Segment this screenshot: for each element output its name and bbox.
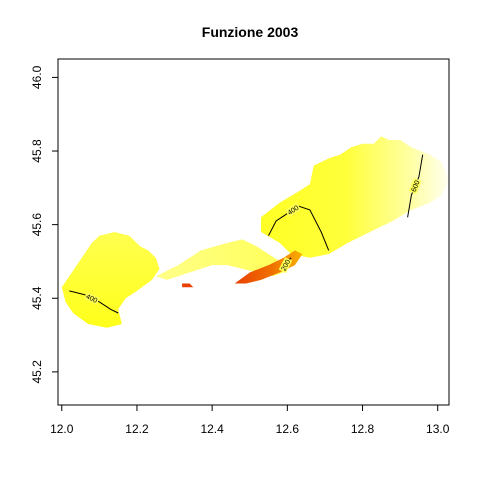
contour-label-bg bbox=[83, 291, 100, 305]
contour-label: 200 bbox=[281, 259, 293, 273]
plot-frame bbox=[57, 58, 450, 406]
y-tick-label: 45.2 bbox=[30, 360, 44, 384]
region-west bbox=[61, 232, 160, 328]
contour-label-bg bbox=[284, 202, 302, 218]
x-tick-label: 12.0 bbox=[50, 422, 74, 436]
region-island bbox=[182, 283, 194, 288]
x-tick-label: 12.2 bbox=[125, 422, 149, 436]
chart-title: Funzione 2003 bbox=[202, 24, 299, 40]
y-tick-label: 45.4 bbox=[30, 286, 44, 310]
contour-label-bg bbox=[278, 257, 293, 274]
y-tick-label: 45.6 bbox=[30, 213, 44, 237]
contour-label-bg bbox=[408, 177, 422, 194]
x-tick-label: 12.6 bbox=[276, 422, 300, 436]
y-axis: 45.2 45.4 45.6 45.8 46.0 bbox=[30, 65, 59, 384]
x-tick-label: 12.8 bbox=[351, 422, 375, 436]
y-tick-label: 45.8 bbox=[30, 139, 44, 163]
region-middle bbox=[155, 239, 284, 280]
surface-regions bbox=[61, 136, 449, 328]
x-axis: 12.0 12.2 12.4 12.6 12.8 13.0 bbox=[50, 404, 450, 436]
x-tick-label: 13.0 bbox=[426, 422, 450, 436]
y-tick-label: 46.0 bbox=[30, 65, 44, 89]
contour-label: 600 bbox=[411, 180, 422, 194]
region-east bbox=[261, 136, 449, 258]
x-tick-label: 12.4 bbox=[200, 422, 224, 436]
contour-line-1 bbox=[69, 290, 119, 314]
contour-label: 400 bbox=[85, 293, 99, 304]
